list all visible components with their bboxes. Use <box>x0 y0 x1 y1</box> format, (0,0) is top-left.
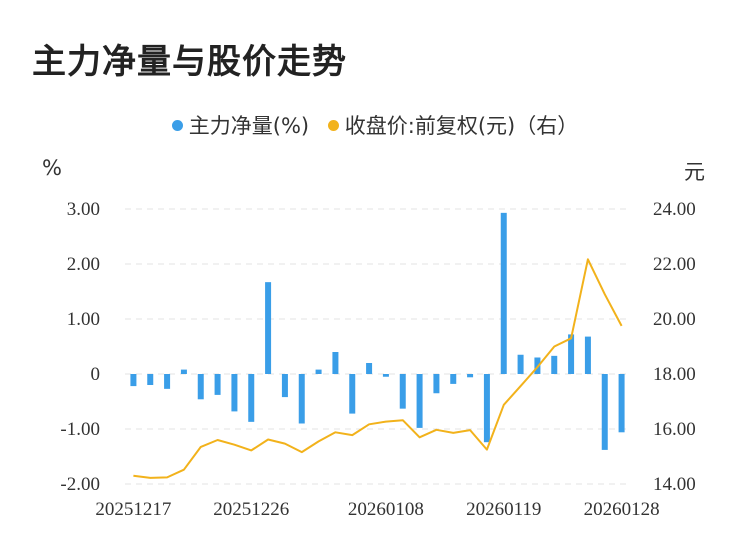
bar <box>568 334 575 374</box>
y-left-tick-label: 0 <box>91 364 101 385</box>
bar <box>618 374 625 433</box>
bar <box>416 374 423 428</box>
legend-line-marker <box>327 119 339 131</box>
left-axis-unit: % <box>42 156 62 180</box>
y-right-tick-label: 22.00 <box>653 254 696 275</box>
y-left-tick-label: -2.00 <box>60 474 100 495</box>
bar <box>197 374 204 400</box>
bar <box>467 374 474 378</box>
x-tick-label: 20251226 <box>213 499 289 520</box>
bar <box>517 354 524 374</box>
legend-bar-label: 主力净量(%) <box>188 114 310 138</box>
bar <box>180 369 187 374</box>
legend-line-label: 收盘价:前复权(元)（右） <box>344 114 579 138</box>
y-right-tick-label: 20.00 <box>653 309 696 330</box>
bar <box>483 374 490 443</box>
y-left-tick-label: 2.00 <box>67 254 100 275</box>
bar <box>433 374 440 394</box>
bar <box>349 374 356 414</box>
bar <box>298 374 305 424</box>
bar <box>164 374 171 389</box>
bar <box>315 369 322 374</box>
bar <box>147 374 154 385</box>
bar <box>584 336 591 374</box>
legend-item-line[interactable]: 收盘价:前复权(元)（右） <box>327 110 579 140</box>
bar <box>231 374 238 412</box>
bar <box>450 374 457 384</box>
bar <box>382 374 389 377</box>
y-right-tick-label: 16.00 <box>653 419 696 440</box>
bar <box>399 374 406 409</box>
bar <box>248 374 255 422</box>
y-right-tick-label: 18.00 <box>653 364 696 385</box>
bar <box>601 374 608 450</box>
bar <box>265 282 272 374</box>
x-tick-label: 20251217 <box>95 499 171 520</box>
x-tick-label: 20260108 <box>348 499 424 520</box>
y-left-tick-label: -1.00 <box>60 419 100 440</box>
bar <box>214 374 221 395</box>
bar <box>130 374 137 387</box>
price-line <box>133 258 623 479</box>
y-right-tick-label: 24.00 <box>653 199 696 220</box>
bar <box>500 212 507 374</box>
legend-bar-marker <box>171 119 183 131</box>
y-left-tick-label: 1.00 <box>67 309 100 330</box>
x-tick-label: 20260119 <box>466 499 541 520</box>
x-tick-label: 20260128 <box>584 499 660 520</box>
bar <box>551 355 558 374</box>
bar <box>366 363 373 374</box>
legend-item-bar[interactable]: 主力净量(%) <box>171 110 310 140</box>
y-left-tick-label: 3.00 <box>67 199 100 220</box>
bar <box>332 352 339 374</box>
chart-title: 主力净量与股价走势 <box>32 42 347 82</box>
right-axis-unit: 元 <box>684 160 705 184</box>
bar <box>281 374 288 398</box>
legend: 主力净量(%) 收盘价:前复权(元)（右） <box>0 110 750 140</box>
y-right-tick-label: 14.00 <box>653 474 696 495</box>
